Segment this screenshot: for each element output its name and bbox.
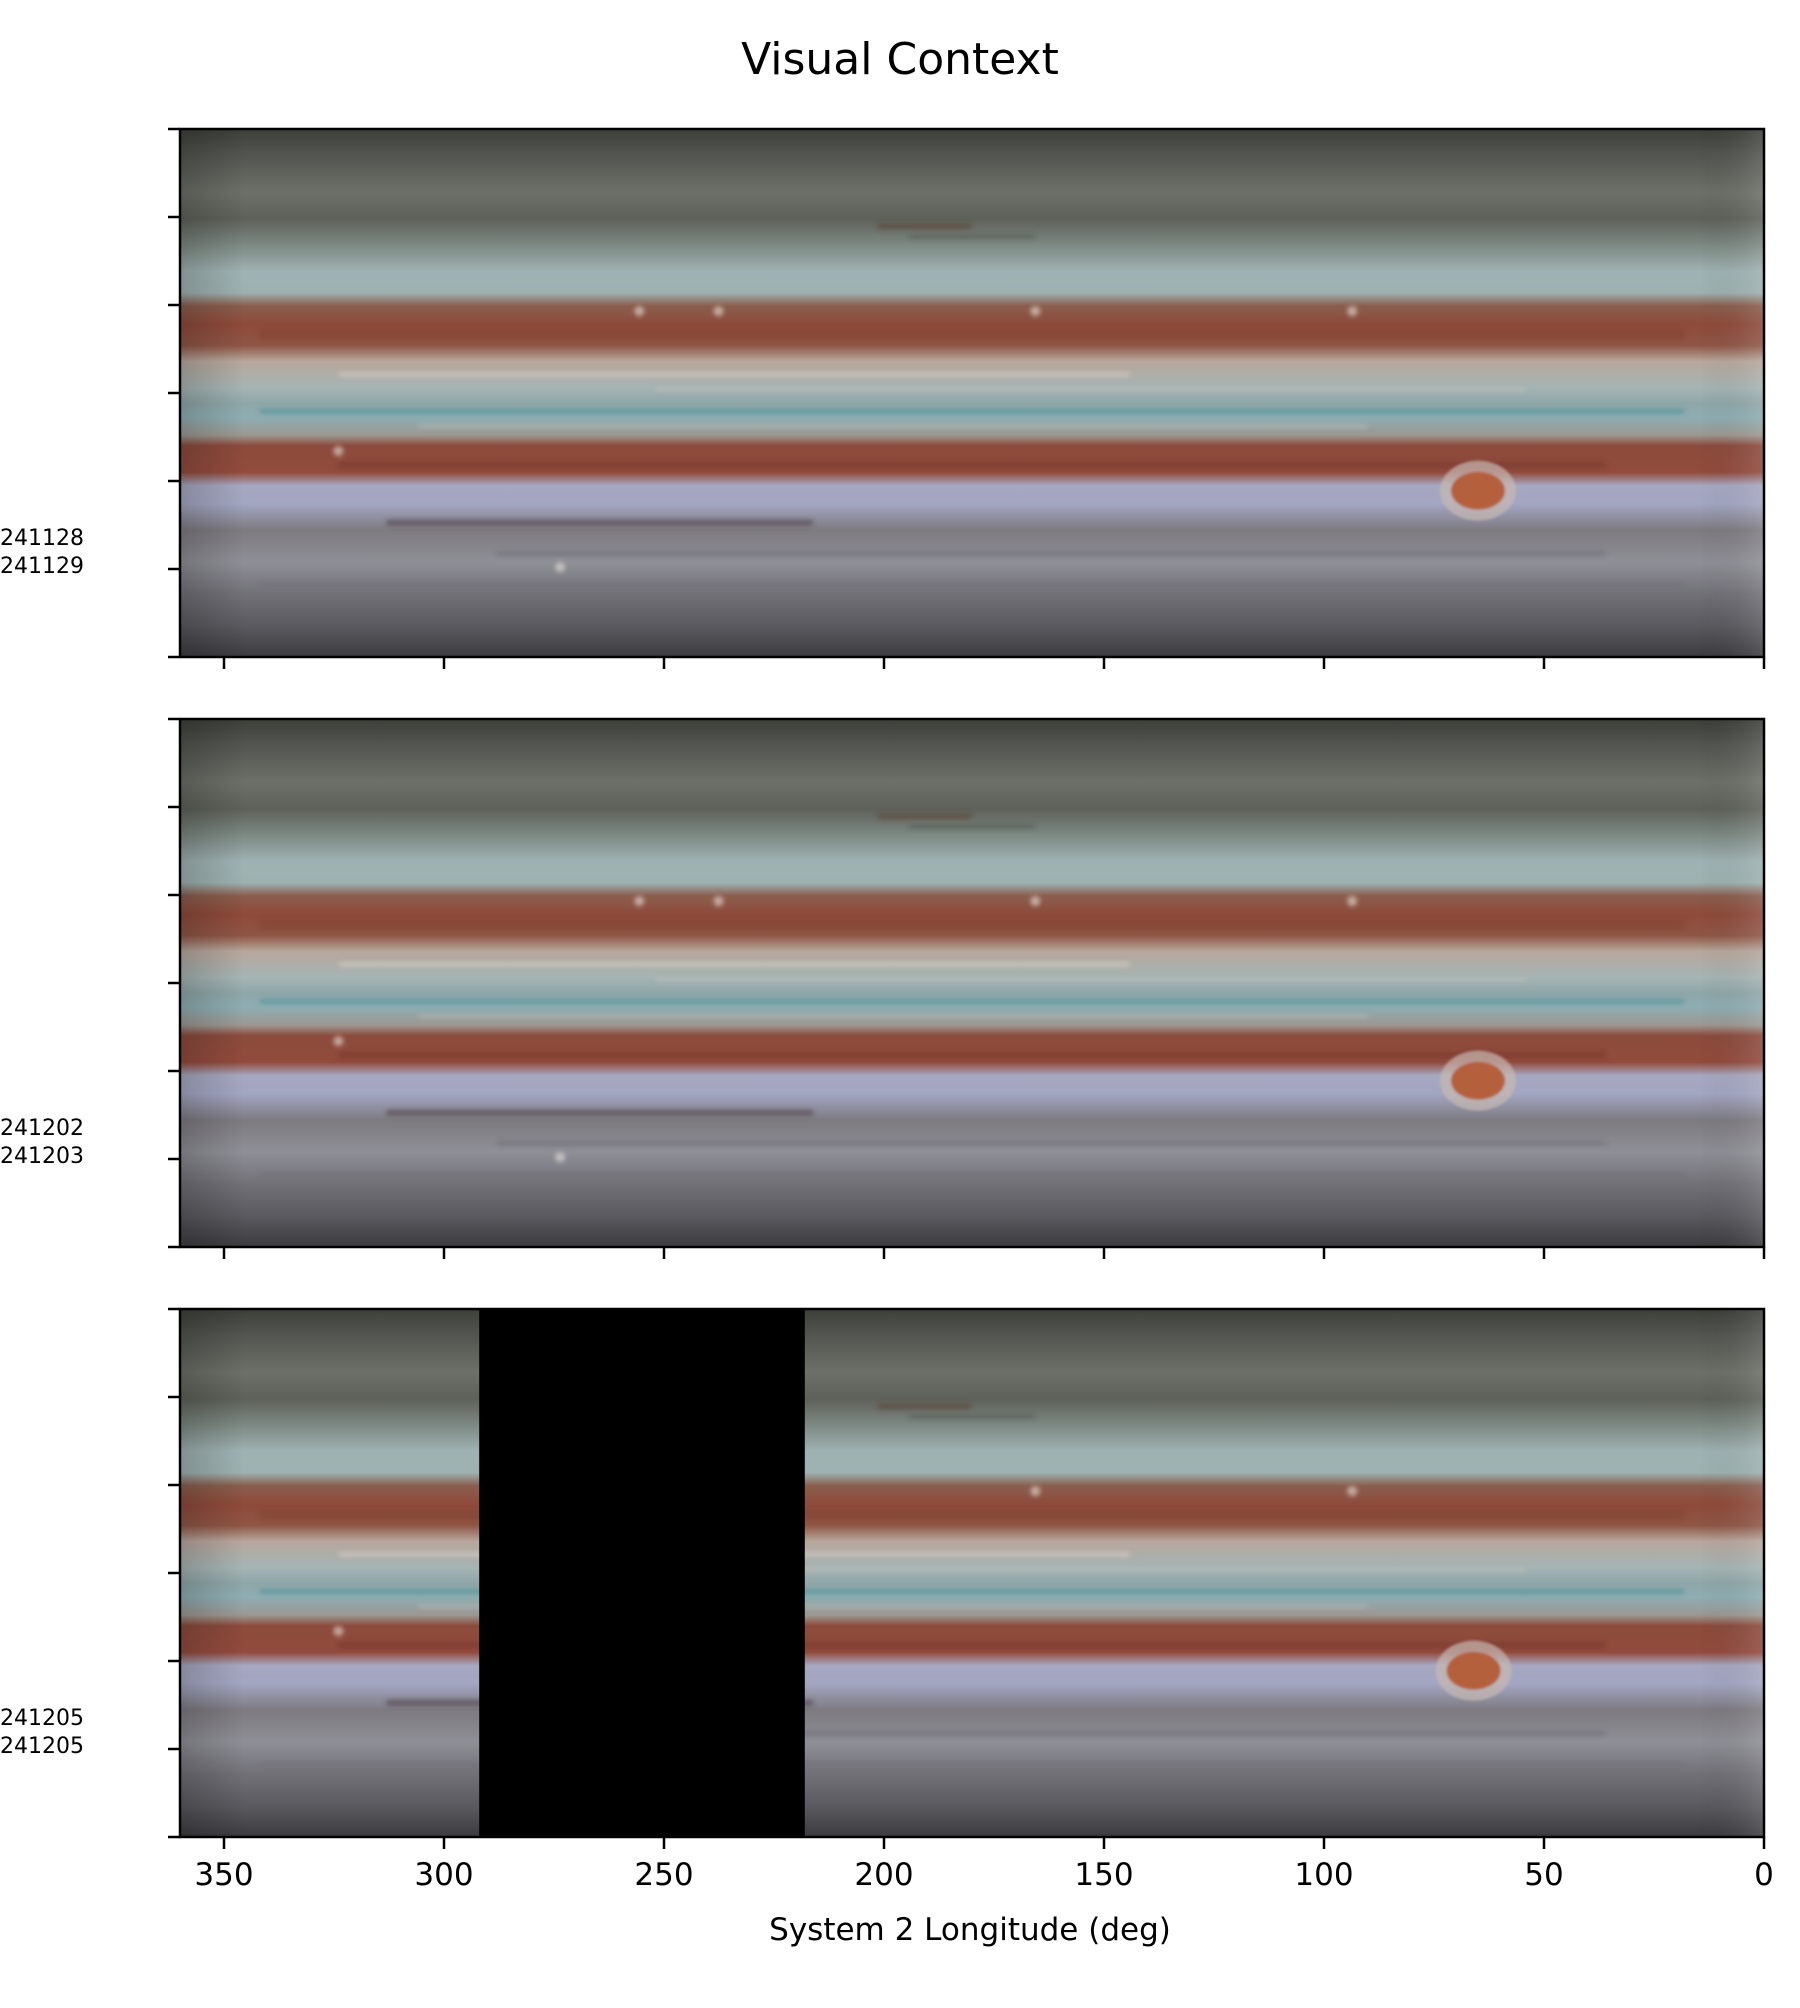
chart-title: Visual Context — [741, 34, 1059, 85]
panel-date-label: 241205 — [0, 1734, 84, 1759]
jupiter-map-image — [180, 719, 1764, 1247]
x-tick-label: 100 — [1294, 1857, 1353, 1893]
jupiter-map-image — [180, 1309, 1764, 1837]
jupiter-map-image — [180, 129, 1764, 657]
x-tick-label: 250 — [634, 1857, 693, 1893]
panel-date-label: 241129 — [0, 554, 84, 579]
map-panel: 241202 241203 — [0, 717, 1766, 1259]
x-tick-label: 200 — [854, 1857, 913, 1893]
x-tick-label: 50 — [1524, 1857, 1563, 1893]
map-panel: 241205 241205 350 300 250 200 150 100 50 0 — [0, 1307, 1774, 1893]
panel-date-label: 241202 — [0, 1116, 84, 1141]
missing-data-region — [479, 1309, 805, 1837]
x-tick-label: 150 — [1074, 1857, 1133, 1893]
panel-date-label: 241128 — [0, 526, 84, 551]
x-axis-label: System 2 Longitude (deg) — [769, 1912, 1171, 1948]
panels-layer: 241128 241129 241202 241203 241205 241205 350 3… — [0, 127, 1774, 1893]
x-tick-label: 0 — [1754, 1857, 1774, 1893]
panel-date-label: 241205 — [0, 1706, 84, 1731]
map-panel: 241128 241129 — [0, 127, 1766, 669]
x-tick-label: 300 — [414, 1857, 473, 1893]
x-tick-label: 350 — [194, 1857, 253, 1893]
panel-date-label: 241203 — [0, 1144, 84, 1169]
